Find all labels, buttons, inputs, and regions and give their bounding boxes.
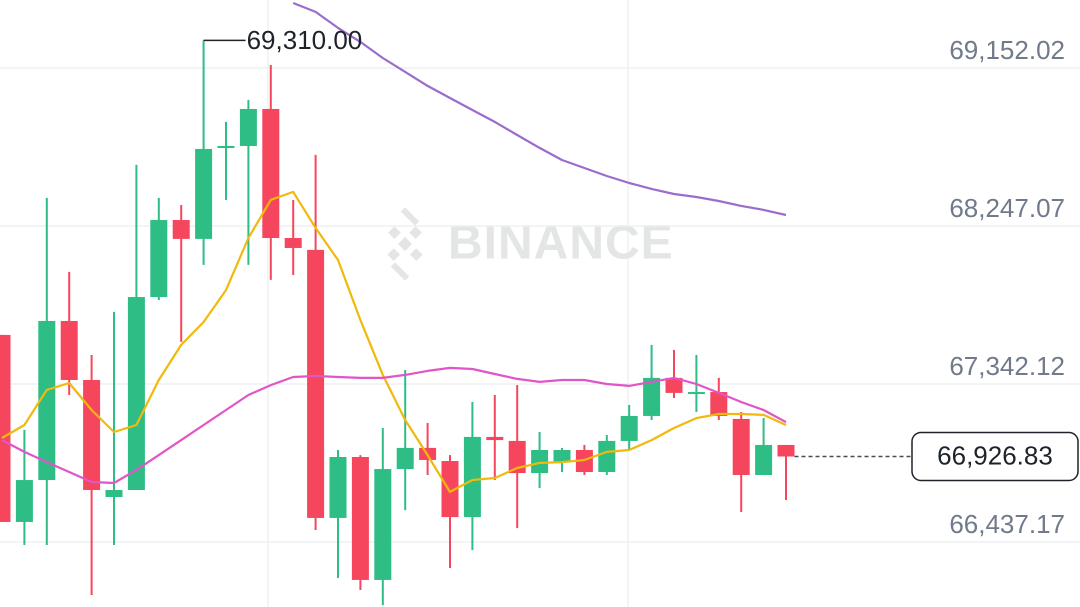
candle-body [508, 440, 526, 474]
candle-body [172, 220, 190, 239]
y-tick-label: 69,152.02 [949, 35, 1065, 65]
candle-body [83, 379, 101, 491]
candle-body [463, 436, 481, 518]
candle-body [598, 440, 616, 473]
candle-body [307, 249, 325, 518]
candle-body [732, 418, 750, 475]
candle-body [710, 392, 728, 416]
candle-body [620, 415, 638, 441]
candle-body [195, 148, 213, 239]
candle-body [105, 490, 123, 497]
candle-body [396, 447, 414, 470]
candle-body [15, 480, 33, 522]
last-price-label: 66,926.83 [937, 440, 1053, 470]
candle-body [374, 469, 392, 580]
candles [0, 40, 795, 606]
candle-body [665, 377, 683, 393]
candle-body [262, 108, 280, 239]
candle-body [351, 456, 369, 580]
candle-body [239, 108, 257, 146]
y-tick-label: 67,342.12 [949, 351, 1065, 381]
candle-body [329, 456, 347, 518]
last-price-box [911, 431, 1079, 482]
candle-body [755, 444, 773, 475]
moving-average-line [292, 1, 787, 217]
moving-average-line [1, 190, 787, 493]
candle-body [777, 444, 795, 457]
candle-body [486, 436, 504, 441]
moving-average-line [1, 366, 787, 485]
watermark-text: BINANCE [448, 217, 674, 270]
candle-body [553, 450, 571, 463]
candle-body [150, 220, 168, 298]
candle-body [284, 238, 302, 248]
watermark-logo [387, 207, 423, 281]
candle-body [60, 320, 78, 380]
candle-body [0, 334, 11, 522]
high-annotation-label: 69,310.00 [247, 25, 363, 55]
candle-body [643, 377, 661, 416]
candle-body [441, 461, 459, 518]
candle-body [38, 320, 56, 481]
candle-body [217, 145, 235, 148]
candle-body [687, 392, 705, 395]
y-tick-label: 68,247.07 [949, 193, 1065, 223]
candle-body [127, 297, 145, 491]
y-tick-label: 66,437.17 [949, 509, 1065, 539]
candle-body [531, 450, 549, 474]
